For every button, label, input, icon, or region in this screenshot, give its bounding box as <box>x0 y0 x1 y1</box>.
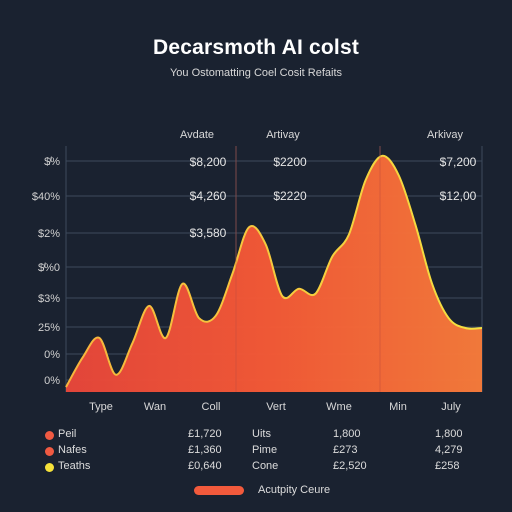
legend-value-2: £2,520 <box>333 460 367 472</box>
legend-value-3: 4,279 <box>435 444 463 456</box>
legend-value-3: 1,800 <box>435 428 463 440</box>
chart-title: Decarsmoth AI colst <box>152 36 360 59</box>
legend-name-2: Pime <box>252 444 278 456</box>
x-tick-label: Wan <box>144 401 166 413</box>
legend-dot <box>45 463 54 472</box>
legend-row: Nafes £1,360 Pime £273 4,279 <box>0 444 512 460</box>
x-tick-label: Coll <box>202 401 221 413</box>
x-tick-label: Min <box>389 401 407 413</box>
series-line <box>65 154 483 388</box>
x-tick-label: July <box>441 401 461 413</box>
legend-value: £1,360 <box>188 444 222 456</box>
column-header: Arkivay <box>427 129 464 141</box>
column-header: Avdate <box>180 129 214 141</box>
chart-subtitle: You Ostomatting Coel Cosit Refaits <box>169 67 342 79</box>
y-tick-label: $̸%0 <box>38 262 60 274</box>
legend-value: £1,720 <box>188 428 222 440</box>
cell-label: $7,200 <box>440 155 477 169</box>
legend-value-2: £273 <box>333 444 358 456</box>
bottom-legend: Acutpity Ceure <box>0 484 512 498</box>
y-tick-label: $2% <box>38 228 60 240</box>
y-tick-label: 0% <box>44 375 60 387</box>
x-tick-label: Type <box>89 401 113 413</box>
cell-label: $12,00 <box>440 189 477 203</box>
legend-name-2: Cone <box>252 460 279 472</box>
legend-value-2: 1,800 <box>333 428 361 440</box>
legend-row: Teaths £0,640 Cone £2,520 £258 <box>0 460 512 476</box>
legend-label: Acutpity Ceure <box>258 484 331 496</box>
y-tick-label: $40% <box>32 191 60 203</box>
legend-name: Nafes <box>58 444 87 456</box>
legend-row: Peil £1,720 Uits 1,800 1,800 <box>0 428 512 444</box>
column-header: Artivay <box>266 129 300 141</box>
cell-label: $8,200 <box>190 155 227 169</box>
y-tick-label: $̸% <box>44 156 60 168</box>
legend-name-2: Uits <box>252 428 271 440</box>
y-tick-label: 25% <box>38 322 60 334</box>
cell-label: $2220 <box>273 189 307 203</box>
legend-name: Teaths <box>58 460 91 472</box>
y-tick-label: 0% <box>44 349 60 361</box>
x-tick-label: Vert <box>266 401 286 413</box>
cell-label: $3,580 <box>190 226 227 240</box>
legend-value: £0,640 <box>188 460 222 472</box>
legend-value-3: £258 <box>435 460 460 472</box>
cell-label: $2200 <box>273 155 307 169</box>
legend-table: Peil £1,720 Uits 1,800 1,800 Nafes £1,36… <box>0 424 512 474</box>
legend-dot <box>45 431 54 440</box>
legend-swatch <box>194 486 244 495</box>
legend-dot <box>45 447 54 456</box>
y-tick-label: $3% <box>38 293 60 305</box>
legend-name: Peil <box>58 428 77 440</box>
x-tick-label: Wme <box>326 401 352 413</box>
cell-label: $4,260 <box>190 189 227 203</box>
